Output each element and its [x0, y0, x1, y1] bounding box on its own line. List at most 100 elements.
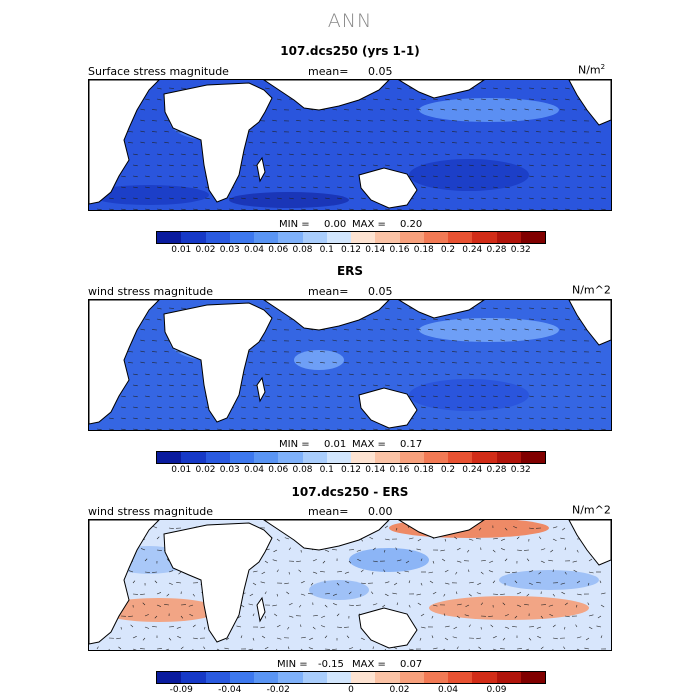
wind-vector [420, 558, 423, 562]
wind-vector [468, 197, 474, 200]
wind-vector [444, 318, 450, 321]
colorbar-tick-label: 0.01 [171, 465, 192, 475]
wind-vector [144, 428, 150, 430]
wind-vector [252, 373, 258, 376]
wind-vector [516, 395, 522, 398]
field-label-obs: wind stress magnitude [88, 285, 214, 298]
map-obs [88, 299, 612, 431]
wind-vector [536, 581, 542, 584]
wind-vector [166, 593, 170, 597]
wind-vector [572, 328, 578, 331]
wind-vector [380, 328, 386, 331]
wind-vector [312, 395, 318, 398]
wind-vector [176, 581, 182, 584]
wind-vector [572, 130, 578, 133]
wind-vector [264, 153, 270, 156]
wind-vector [480, 559, 486, 562]
wind-vector [276, 538, 280, 542]
wind-vector [180, 384, 186, 387]
wind-vector [324, 549, 330, 552]
colorbar-swatch [399, 452, 424, 463]
wind-vector [552, 318, 558, 321]
wind-vector [516, 604, 521, 607]
wind-vector [420, 406, 426, 409]
wind-vector [140, 328, 146, 331]
max-label-obs: MAX = [352, 439, 386, 450]
wind-vector [382, 604, 386, 608]
wind-vector [300, 406, 306, 409]
wind-vector [356, 350, 362, 353]
wind-vector [240, 164, 246, 167]
wind-vector [288, 186, 294, 189]
wind-vector [440, 328, 446, 331]
wind-vector [464, 141, 470, 144]
wind-vector [552, 208, 558, 210]
mean-label-model: mean= [308, 65, 349, 78]
wind-vector [156, 384, 162, 387]
wind-vector [504, 417, 510, 420]
wind-vector [552, 175, 558, 178]
wind-vector [416, 119, 422, 122]
colorbar-tick-label: -0.02 [266, 685, 290, 695]
wind-vector [120, 406, 126, 409]
wind-vector [504, 318, 510, 321]
wind-vector [588, 428, 594, 430]
wind-vector [237, 615, 242, 619]
wind-vector [478, 527, 482, 531]
wind-vector [216, 208, 222, 210]
min-label-model: MIN = [279, 219, 310, 230]
wind-vector [356, 328, 362, 331]
wind-vector [264, 417, 270, 420]
wind-vector [488, 108, 494, 111]
wind-vector [600, 428, 606, 430]
wind-vector [552, 186, 558, 189]
wind-vector [348, 164, 354, 167]
wind-vector [468, 373, 474, 376]
wind-vector [456, 208, 462, 210]
wind-vector [384, 525, 388, 529]
wind-vector [144, 186, 150, 189]
wind-vector [225, 637, 230, 641]
wind-vector [502, 637, 506, 641]
wind-vector [286, 591, 290, 595]
wind-vector [322, 560, 326, 564]
wind-vector [300, 175, 306, 178]
wind-vector [516, 186, 522, 189]
wind-vector [168, 153, 174, 156]
wind-vector [405, 560, 410, 564]
wind-vector [588, 175, 594, 178]
wind-vector [120, 186, 126, 189]
wind-vector [524, 361, 530, 364]
map-diff-svg [89, 520, 611, 650]
colorbar-swatch [472, 672, 497, 683]
colorbar-swatch [423, 452, 448, 463]
wind-vector [492, 208, 498, 210]
wind-vector [552, 373, 558, 376]
wind-vector [456, 591, 458, 595]
wind-vector [300, 581, 305, 584]
wind-vector [492, 318, 498, 321]
wind-vector [372, 603, 378, 606]
wind-vector [408, 384, 414, 387]
wind-vector [288, 615, 294, 618]
wind-vector [516, 406, 522, 409]
wind-vector [356, 549, 362, 552]
wind-vector [324, 186, 330, 189]
wind-vector [384, 307, 390, 310]
wind-vector [140, 130, 146, 133]
wind-vector [524, 119, 530, 122]
wind-vector [560, 537, 566, 540]
wind-vector [288, 395, 294, 398]
wind-vector [300, 593, 306, 596]
wind-vector [204, 197, 210, 200]
colorbar-tick-label: 0.32 [510, 245, 531, 255]
wind-vector [416, 141, 422, 144]
wind-vector [156, 549, 162, 551]
wind-vector [416, 130, 422, 133]
wind-vector [372, 318, 378, 321]
wind-vector [380, 119, 386, 122]
wind-vector [144, 384, 150, 387]
wind-vector [468, 406, 474, 409]
wind-vector [320, 131, 326, 133]
wind-vector [252, 208, 258, 210]
